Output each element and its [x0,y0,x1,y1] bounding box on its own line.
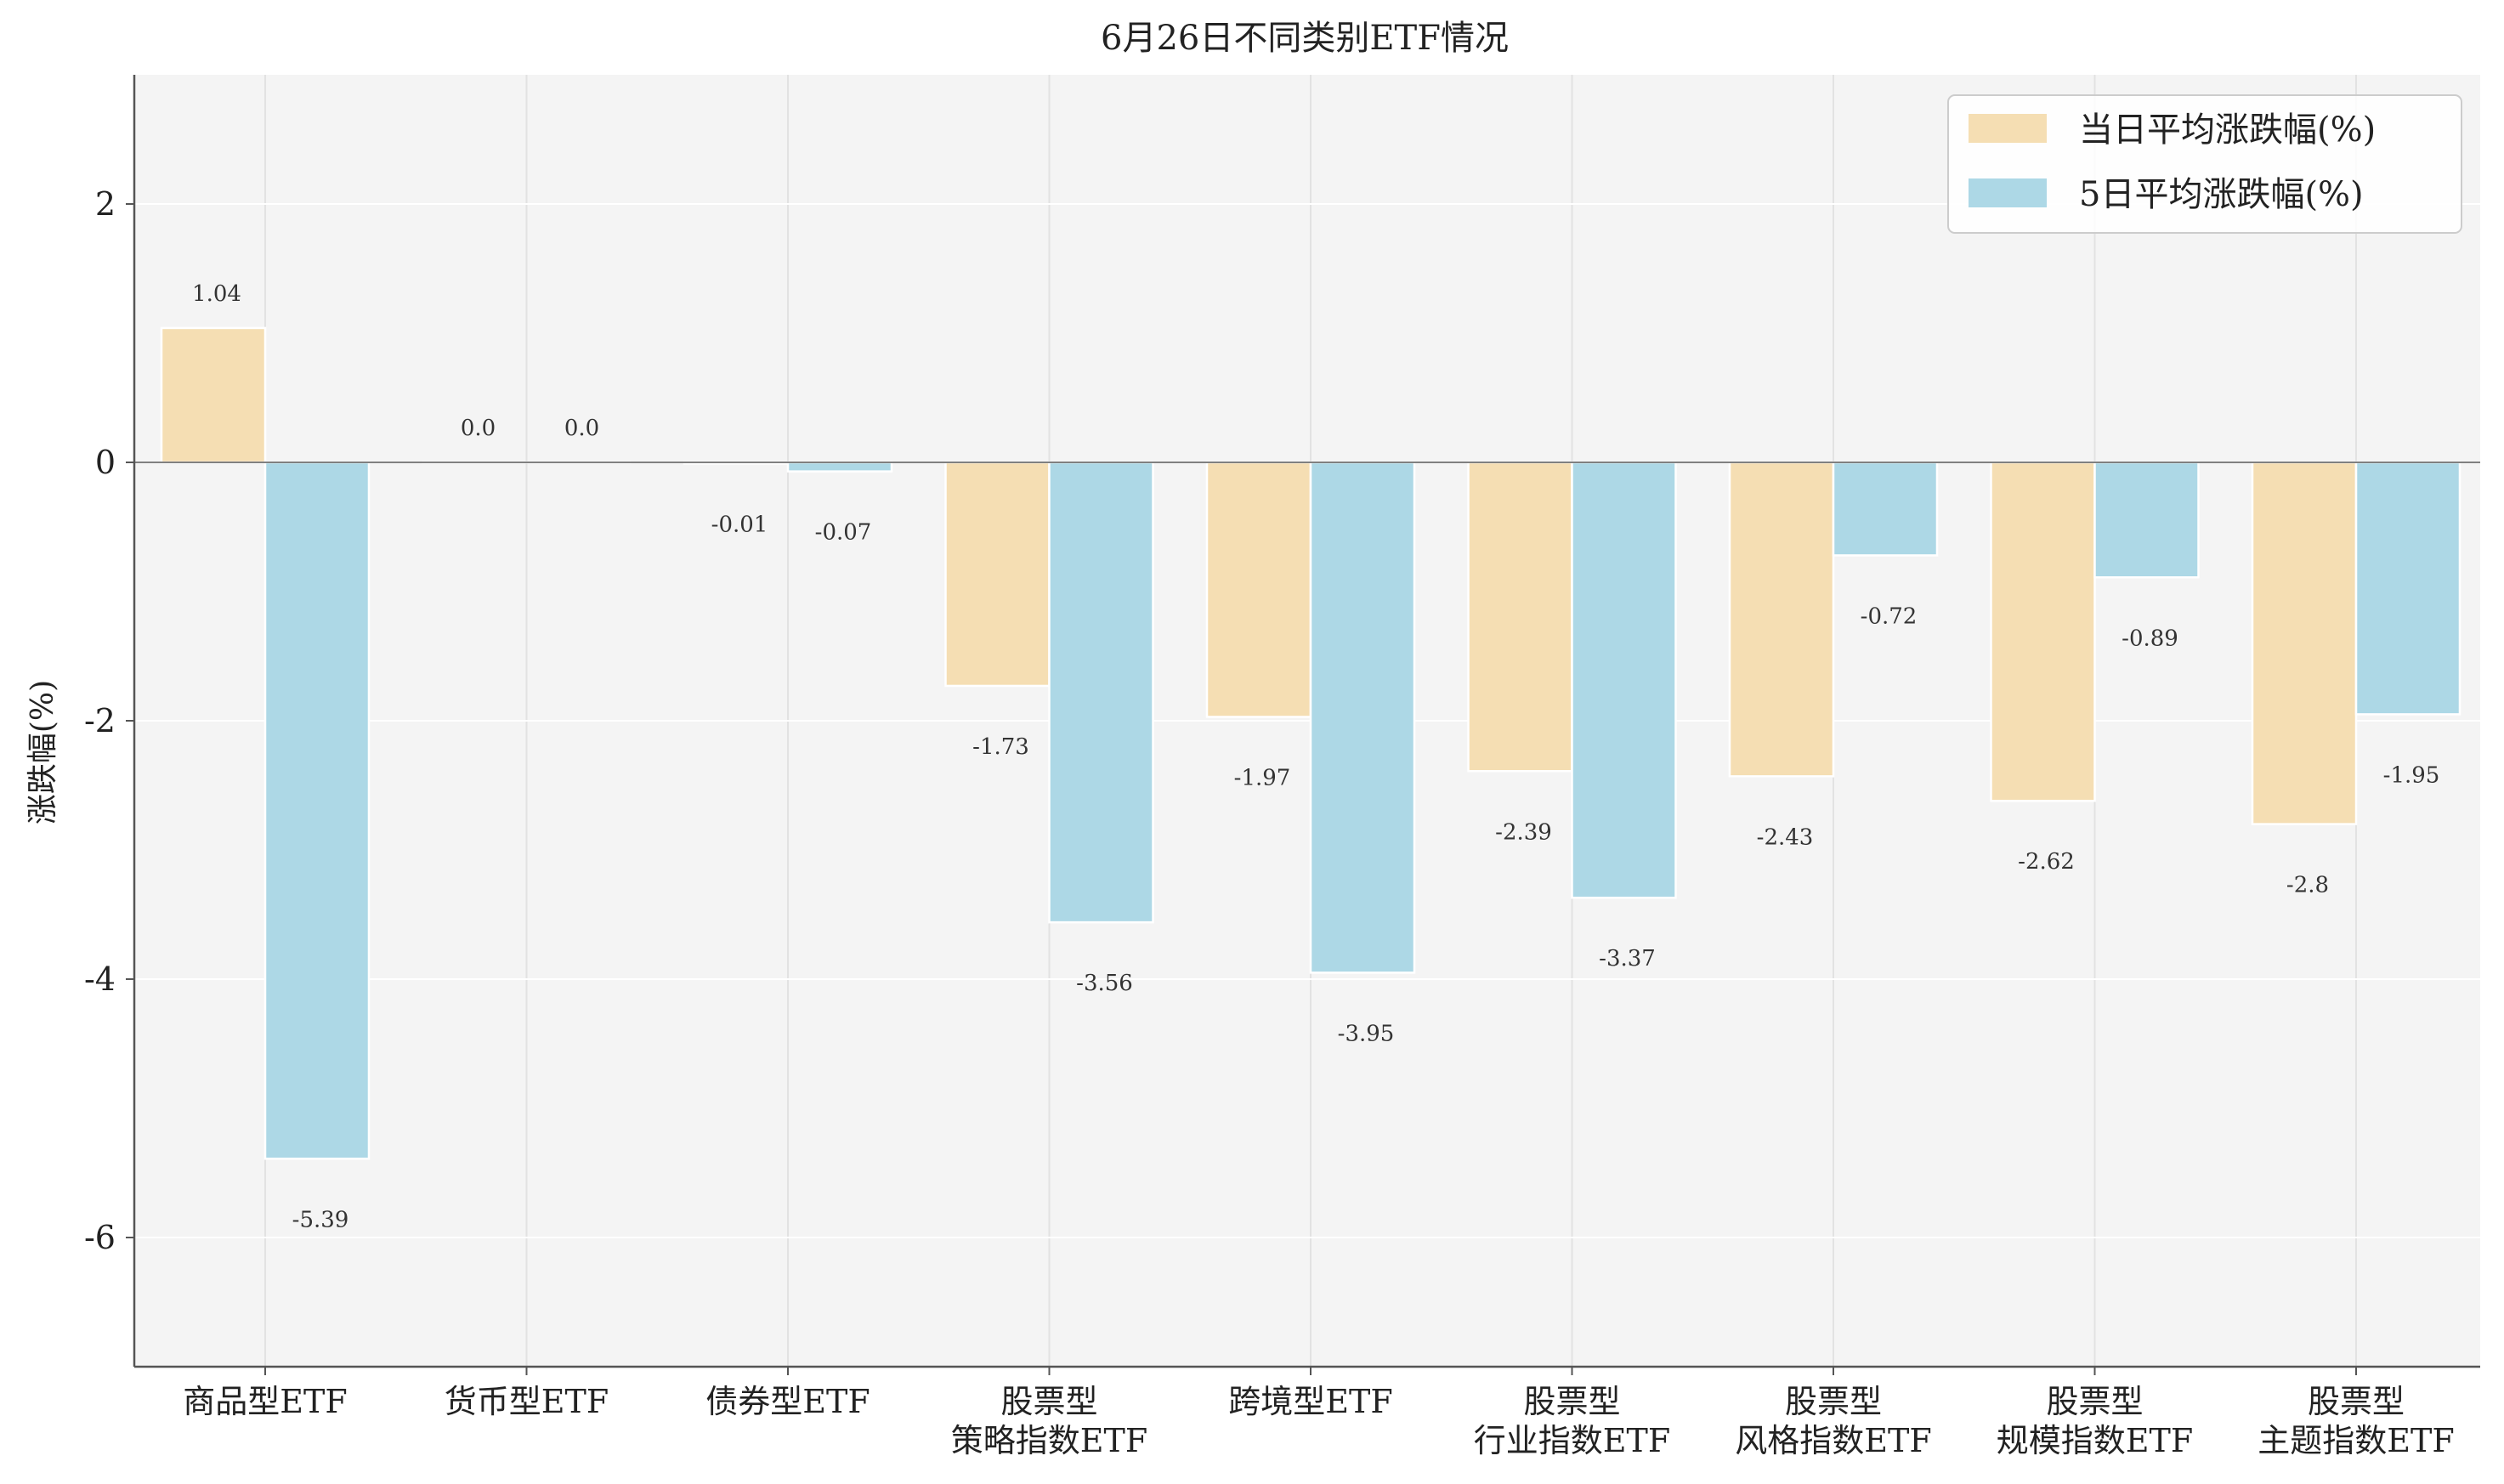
bar-daily [1467,461,1573,773]
x-category-label: 股票型 [1523,1383,1620,1420]
y-tick-label: 2 [95,185,116,223]
x-category-label: 策略指数ETF [951,1422,1147,1459]
bar-daily [160,326,267,464]
data-label: -2.39 [1495,819,1552,845]
data-label: -2.62 [2018,849,2075,875]
data-labels: 1.04 0.0 -0.01 -1.73 -1.97 -2.39 -2.43 -2.62 -2.… [192,281,2439,1232]
bar-daily [1728,461,1835,778]
data-label: -0.07 [815,520,872,546]
x-category-label: 主题指数ETF [2258,1422,2454,1459]
data-label: -1.73 [972,734,1029,760]
y-tick-label: -2 [84,702,116,739]
bar-five-day [1309,461,1416,974]
bar-five-day [786,461,893,473]
y-tick-label: -4 [84,960,116,998]
data-label: 0.0 [564,416,599,441]
data-label: -5.39 [292,1207,349,1232]
bar-five-day [263,461,371,1160]
data-label: 0.0 [461,416,496,441]
x-category-label: 货币型ETF [445,1383,609,1420]
data-label: -0.01 [711,513,768,538]
x-category-label: 行业指数ETF [1474,1422,1670,1459]
data-label: -0.89 [2122,626,2178,651]
legend-swatch [1969,178,2047,207]
legend-box [1947,94,2462,234]
chart-title: 6月26日不同类别ETF情况 [1101,19,1509,58]
bar-daily [944,461,1051,688]
bar-five-day [2093,461,2200,579]
data-label: -0.72 [1861,603,1918,629]
y-axis-title: 涨跌幅(%) [25,680,60,824]
x-category-label: 规模指数ETF [1997,1422,2193,1459]
x-category-label: 风格指数ETF [1735,1422,1931,1459]
bar-five-day [1048,461,1154,924]
x-category-label: 股票型 [2046,1383,2143,1420]
legend: 当日平均涨跌幅(%) 5日平均涨跌幅(%) [1947,94,2462,234]
data-label: -3.37 [1599,946,1656,971]
data-label: -1.97 [1234,765,1291,790]
x-category-label: 债券型ETF [705,1383,870,1420]
y-ticks: 2 0 -2 -4 -6 [84,185,134,1256]
bars [160,326,2462,1160]
x-category-label: 股票型 [2308,1383,2405,1420]
bar-daily [2251,461,2358,825]
y-tick-label: -6 [84,1219,116,1256]
data-label: -1.95 [2383,762,2440,788]
bar-five-day [1832,461,1939,557]
bar-daily [1990,461,2096,802]
y-tick-label: 0 [95,444,116,481]
x-category-label: 商品型ETF [183,1383,347,1420]
legend-label: 5日平均涨跌幅(%) [2079,175,2364,214]
legend-swatch [1969,114,2047,143]
data-label: 1.04 [192,281,241,307]
data-label: -2.8 [2286,873,2329,898]
legend-label: 当日平均涨跌幅(%) [2079,110,2376,150]
data-label: -2.43 [1757,824,1814,850]
bar-five-day [1571,461,1677,899]
data-label: -3.56 [1076,971,1133,996]
bar-daily [1205,461,1312,718]
data-label: -3.95 [1338,1021,1395,1046]
x-category-label: 股票型 [1000,1383,1097,1420]
bar-five-day [2354,461,2462,716]
x-category-label: 跨境型ETF [1228,1383,1392,1420]
x-category-label: 股票型 [1785,1383,1882,1420]
